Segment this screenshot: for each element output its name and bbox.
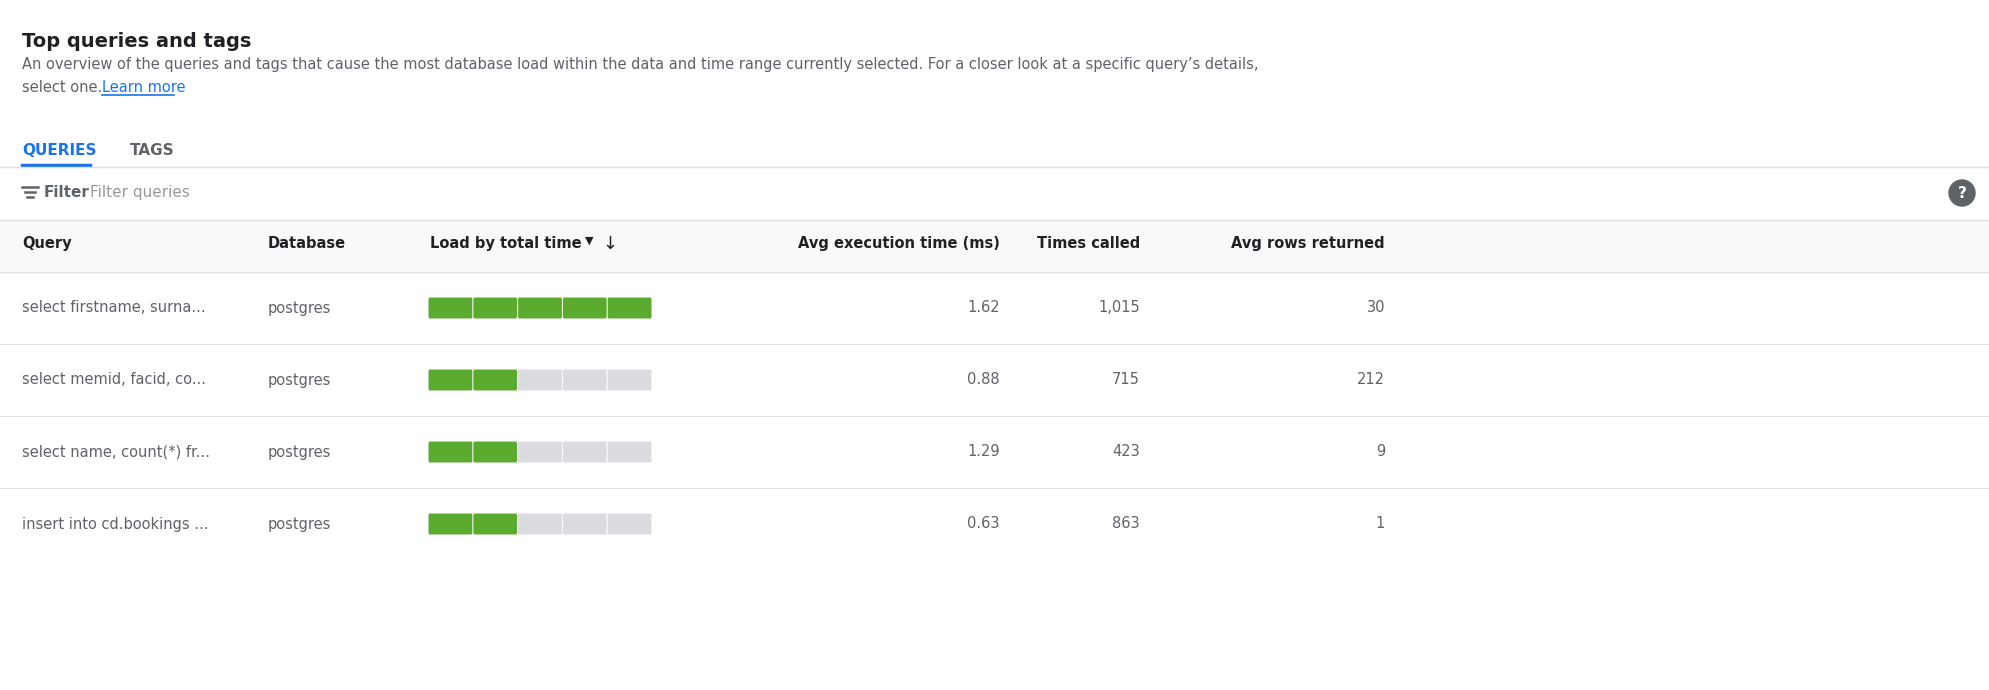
FancyBboxPatch shape [517,513,561,535]
Text: An overview of the queries and tags that cause the most database load within the: An overview of the queries and tags that… [22,57,1257,72]
Text: postgres: postgres [269,517,332,531]
FancyBboxPatch shape [428,297,471,319]
Text: 423: 423 [1112,444,1140,460]
FancyBboxPatch shape [563,297,607,319]
FancyBboxPatch shape [473,513,517,535]
FancyBboxPatch shape [517,442,561,462]
FancyBboxPatch shape [428,513,471,535]
Text: select name, count(*) fr...: select name, count(*) fr... [22,444,211,460]
FancyBboxPatch shape [607,370,650,391]
Text: Filter queries: Filter queries [90,185,189,200]
FancyBboxPatch shape [563,442,607,462]
FancyBboxPatch shape [473,370,517,391]
Text: QUERIES: QUERIES [22,143,95,158]
Text: Avg rows returned: Avg rows returned [1231,236,1384,251]
Text: 1,015: 1,015 [1098,301,1140,315]
Text: ?: ? [1957,186,1965,201]
Text: postgres: postgres [269,301,332,315]
FancyBboxPatch shape [0,220,1989,272]
Text: 0.63: 0.63 [967,517,1000,531]
FancyBboxPatch shape [473,297,517,319]
Text: select firstname, surna...: select firstname, surna... [22,301,205,315]
FancyBboxPatch shape [428,370,471,391]
Text: 30: 30 [1366,301,1384,315]
FancyBboxPatch shape [563,370,607,391]
FancyBboxPatch shape [473,442,517,462]
FancyBboxPatch shape [563,513,607,535]
Text: postgres: postgres [269,444,332,460]
Text: Times called: Times called [1036,236,1140,251]
Text: 212: 212 [1356,373,1384,388]
Text: 1.62: 1.62 [967,301,1000,315]
Text: Learn more: Learn more [101,80,185,95]
Text: ↓: ↓ [603,235,617,253]
Text: 715: 715 [1112,373,1140,388]
Text: TAGS: TAGS [129,143,175,158]
FancyBboxPatch shape [428,442,471,462]
Text: Database: Database [269,236,346,251]
Text: Avg execution time (ms): Avg execution time (ms) [798,236,1000,251]
Text: select memid, facid, co...: select memid, facid, co... [22,373,207,388]
Circle shape [1947,180,1973,206]
Text: postgres: postgres [269,373,332,388]
Text: 1.29: 1.29 [967,444,1000,460]
Text: 9: 9 [1374,444,1384,460]
FancyBboxPatch shape [607,442,650,462]
Text: Top queries and tags: Top queries and tags [22,32,251,51]
Text: 863: 863 [1112,517,1140,531]
Text: Load by total time: Load by total time [430,236,581,251]
Text: ▼: ▼ [585,236,593,246]
Text: select one.: select one. [22,80,107,95]
Text: 1: 1 [1374,517,1384,531]
FancyBboxPatch shape [517,297,561,319]
FancyBboxPatch shape [607,513,650,535]
Text: 0.88: 0.88 [967,373,1000,388]
FancyBboxPatch shape [517,370,561,391]
Text: insert into cd.bookings ...: insert into cd.bookings ... [22,517,209,531]
Text: Query: Query [22,236,72,251]
Text: Filter: Filter [44,185,90,200]
FancyBboxPatch shape [607,297,650,319]
